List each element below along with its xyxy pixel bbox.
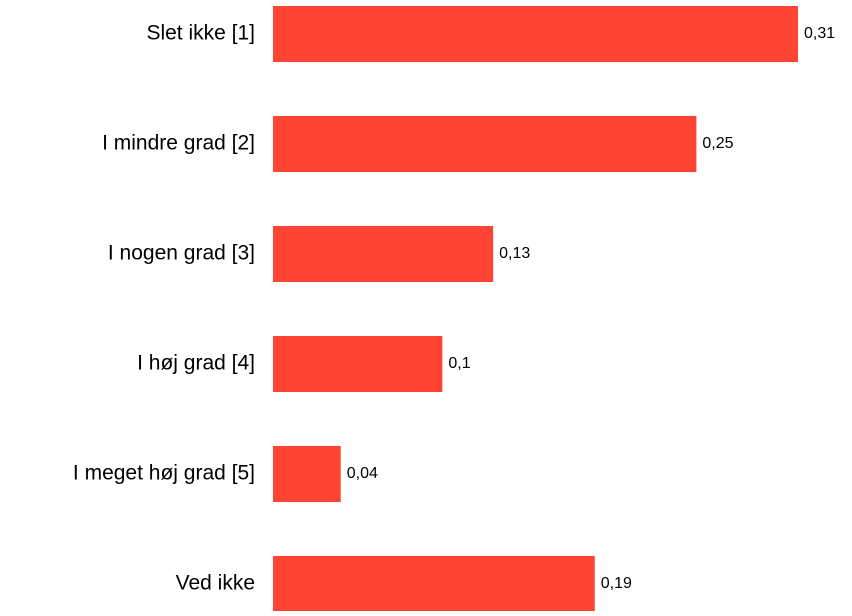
value-label: 0,19 [601,575,632,592]
bar [273,556,595,612]
category-label: Ved ikke [176,572,255,595]
bar [273,226,494,282]
value-label: 0,25 [702,135,733,152]
bar [273,116,697,172]
category-label: I mindre grad [2] [102,132,255,155]
category-label: Slet ikke [1] [146,22,255,45]
category-label: I høj grad [4] [137,352,255,375]
value-label: 0,1 [448,355,470,372]
category-label: I meget høj grad [5] [73,462,255,485]
category-label: I nogen grad [3] [108,242,255,265]
value-label: 0,13 [499,245,530,262]
value-label: 0,04 [347,465,378,482]
bar [273,6,798,62]
bar [273,446,341,502]
bar [273,336,443,392]
value-label: 0,31 [804,25,835,42]
